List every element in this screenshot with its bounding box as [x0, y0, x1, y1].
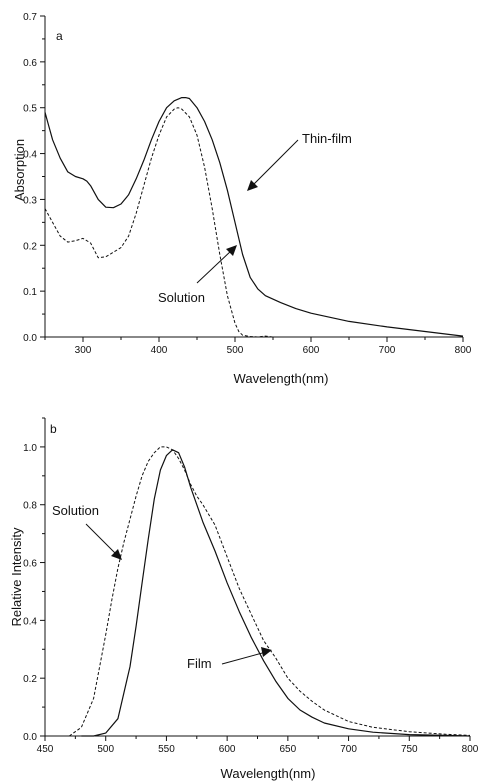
x-tick-label: 300 — [75, 345, 92, 356]
arrow-thin-film — [247, 139, 299, 191]
series-line-solution — [69, 446, 471, 737]
y-tick-label: 0.2 — [23, 241, 37, 252]
panel-a-series — [44, 96, 464, 338]
panel-a-absorption-chart: a 300 400 500 600 700 800 0.00.10.20.30.40.50… — [12, 12, 472, 386]
series-line-film — [81, 449, 471, 737]
x-tick-label: 600 — [303, 345, 320, 356]
annotation-thin-film: Thin-film — [302, 131, 352, 146]
panel-b-series — [69, 446, 471, 737]
y-tick-label: 0.1 — [23, 287, 37, 298]
x-tick-label: 550 — [158, 744, 175, 755]
panel-a-x-axis-label: Wavelength(nm) — [234, 371, 329, 386]
panel-b-x-ticks: 450 500 550 600 650 700 750 800 — [37, 736, 479, 755]
x-tick-label: 500 — [97, 744, 114, 755]
panel-b-axes — [44, 418, 470, 737]
panel-a-axes — [44, 16, 463, 338]
annotation-film: Film — [187, 656, 212, 671]
y-tick-label: 0.0 — [23, 333, 37, 344]
panel-a-y-axis-label: Absorption — [12, 139, 27, 201]
x-tick-label: 750 — [401, 744, 418, 755]
panel-a-y-ticks: 0.0 0.1 0.2 0.3 0.4 0.5 0.6 0.7 — [23, 12, 45, 344]
panel-b-y-ticks: 0.0 0.2 0.4 0.6 0.8 1.0 — [23, 417, 45, 743]
y-tick-label: 0.6 — [23, 559, 37, 570]
y-tick-label: 0.8 — [23, 501, 37, 512]
panel-b-letter: b — [50, 422, 57, 436]
y-tick-label: 0.2 — [23, 674, 37, 685]
x-tick-label: 500 — [227, 345, 244, 356]
series-line-thin-film — [44, 96, 464, 337]
y-tick-label: 0.4 — [23, 150, 37, 161]
x-tick-label: 800 — [455, 345, 472, 356]
x-tick-label: 600 — [219, 744, 236, 755]
series-line-solution — [44, 107, 274, 338]
arrow-solution-b — [85, 523, 122, 560]
x-tick-label: 800 — [462, 744, 479, 755]
y-tick-label: 0.0 — [23, 732, 37, 743]
y-tick-label: 0.6 — [23, 58, 37, 69]
arrow-solution-a — [196, 245, 237, 284]
x-tick-label: 400 — [151, 345, 168, 356]
x-tick-label: 700 — [379, 345, 396, 356]
y-tick-label: 1.0 — [23, 443, 37, 454]
x-tick-label: 700 — [340, 744, 357, 755]
y-tick-label: 0.7 — [23, 12, 37, 23]
y-tick-label: 0.5 — [23, 104, 37, 115]
panel-b-x-axis-label: Wavelength(nm) — [221, 766, 316, 781]
panel-b-intensity-chart: b 450 500 550 600 650 700 750 800 0.00.20.40.60… — [9, 417, 479, 781]
panel-b-y-axis-label: Relative Intensity — [9, 527, 24, 626]
panel-a-x-ticks: 300 400 500 600 700 800 — [44, 337, 472, 356]
annotation-solution-a: Solution — [158, 290, 205, 305]
y-tick-label: 0.3 — [23, 195, 37, 206]
panel-a-letter: a — [56, 29, 63, 43]
annotation-solution-b: Solution — [52, 503, 99, 518]
x-tick-label: 450 — [37, 744, 54, 755]
arrow-film — [221, 647, 272, 665]
y-tick-label: 0.4 — [23, 616, 37, 627]
x-tick-label: 650 — [280, 744, 297, 755]
